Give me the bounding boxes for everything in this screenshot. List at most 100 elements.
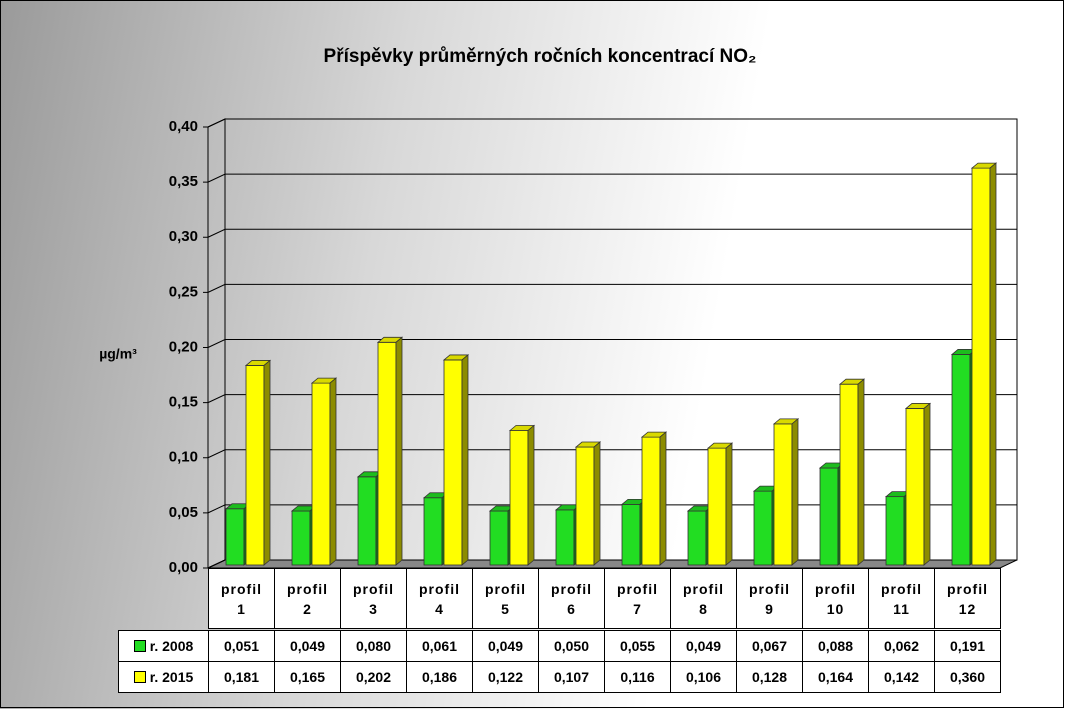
- table-value: 0,049: [274, 630, 341, 662]
- legend-swatch: [133, 671, 146, 683]
- table-value-text: 0,128: [751, 669, 788, 685]
- y-tick-label: 0,20: [169, 338, 198, 355]
- x-tick-label-text: profil 2: [287, 580, 328, 617]
- bar-side: [857, 378, 865, 566]
- table-value: 0,050: [538, 630, 605, 662]
- y-tick-label: 0,00: [169, 559, 198, 576]
- bar: [442, 354, 470, 566]
- chart-title: Příspěvky průměrných ročních koncentrací…: [324, 46, 757, 67]
- bar-side: [329, 377, 337, 566]
- bar-front: [773, 423, 793, 566]
- bar-front: [819, 467, 839, 566]
- bar: [706, 442, 734, 566]
- x-tick-label: profil 8: [670, 568, 737, 629]
- bar-front: [311, 382, 331, 566]
- y-tick-label: 0,15: [169, 394, 198, 411]
- x-tick-label: profil 1: [208, 568, 275, 629]
- table-value-text: 0,055: [619, 638, 656, 654]
- y-tick-label: 0,10: [169, 449, 198, 466]
- bar-front: [489, 510, 509, 566]
- bar: [290, 505, 318, 566]
- grid-line: [207, 339, 1017, 348]
- x-tick-label-text: profil 3: [353, 580, 394, 617]
- table-value: 0,164: [802, 661, 869, 693]
- bar-side: [923, 402, 931, 566]
- bar-front: [555, 509, 575, 566]
- table-value-text: 0,360: [949, 669, 986, 685]
- table-value-text: 0,106: [685, 669, 722, 685]
- x-tick-label: profil 5: [472, 568, 539, 629]
- grid-line: [207, 283, 1017, 293]
- x-tick-label: profil 11: [868, 568, 935, 629]
- table-value-text: 0,186: [421, 669, 458, 685]
- legend-label: r. 2008: [149, 638, 194, 654]
- y-tick-label: 0,30: [169, 228, 198, 245]
- x-tick-label-text: profil 6: [551, 580, 592, 617]
- table-value: 0,080: [340, 630, 407, 662]
- x-tick-label-text: profil 1: [221, 580, 262, 617]
- y-tick-label: 0,05: [169, 504, 198, 521]
- table-value-text: 0,191: [949, 638, 986, 654]
- bar-front: [641, 436, 661, 566]
- bar: [904, 402, 932, 566]
- bar-side: [725, 442, 733, 566]
- y-axis-label: µg/m³: [99, 346, 137, 362]
- bar-front: [377, 341, 397, 566]
- bar: [574, 441, 602, 566]
- legend-item: r. 2008: [118, 630, 209, 662]
- bar-side: [527, 424, 535, 566]
- grid-line: [207, 228, 1017, 238]
- x-tick-label-text: profil 5: [485, 580, 526, 617]
- bar-side: [461, 354, 469, 566]
- x-tick-label-text: profil 7: [617, 580, 658, 617]
- bar-front: [951, 354, 971, 566]
- bar: [640, 431, 668, 566]
- legend-item: r. 2015: [118, 661, 209, 693]
- table-value-text: 0,122: [487, 669, 524, 685]
- table-value: 0,181: [208, 661, 275, 693]
- bar-side: [593, 441, 601, 566]
- table-value-text: 0,202: [355, 669, 392, 685]
- x-tick-label-text: profil 8: [683, 580, 724, 617]
- bar-front: [357, 476, 377, 566]
- bar-front: [575, 446, 595, 566]
- x-tick-label-text: profil 4: [419, 580, 460, 617]
- grid-line: [207, 173, 1017, 183]
- table-value-text: 0,165: [289, 669, 326, 685]
- grid-line: [207, 559, 1017, 569]
- bar-front: [509, 430, 529, 566]
- y-tick-label: 0,25: [169, 283, 198, 300]
- x-tick-label-text: profil 10: [815, 580, 856, 617]
- table-value: 0,202: [340, 661, 407, 693]
- table-value-text: 0,051: [223, 638, 260, 654]
- table-value-text: 0,080: [355, 638, 392, 654]
- table-value: 0,191: [934, 630, 1001, 662]
- table-value: 0,107: [538, 661, 605, 693]
- bar: [310, 377, 338, 566]
- bar-front: [971, 167, 991, 566]
- x-tick-label: profil 6: [538, 568, 605, 629]
- table-value: 0,106: [670, 661, 737, 693]
- table-value-text: 0,050: [553, 638, 590, 654]
- bar-front: [753, 490, 773, 566]
- bar: [970, 162, 998, 566]
- table-value-text: 0,067: [751, 638, 788, 654]
- table-value-text: 0,088: [817, 638, 854, 654]
- x-tick-label-text: profil 12: [947, 580, 988, 617]
- legend-swatch: [133, 640, 146, 652]
- x-tick-label: profil 10: [802, 568, 869, 629]
- table-value: 0,165: [274, 661, 341, 693]
- x-tick-label: profil 7: [604, 568, 671, 629]
- table-value: 0,122: [472, 661, 539, 693]
- bar: [772, 418, 800, 566]
- bar-front: [443, 359, 463, 566]
- bar-side: [989, 162, 997, 566]
- y-tick-label: 0,35: [169, 173, 198, 190]
- bar-front: [291, 510, 311, 566]
- bar: [376, 336, 404, 566]
- table-value: 0,067: [736, 630, 803, 662]
- table-value-text: 0,049: [289, 638, 326, 654]
- bar: [244, 359, 272, 566]
- bar-front: [707, 447, 727, 566]
